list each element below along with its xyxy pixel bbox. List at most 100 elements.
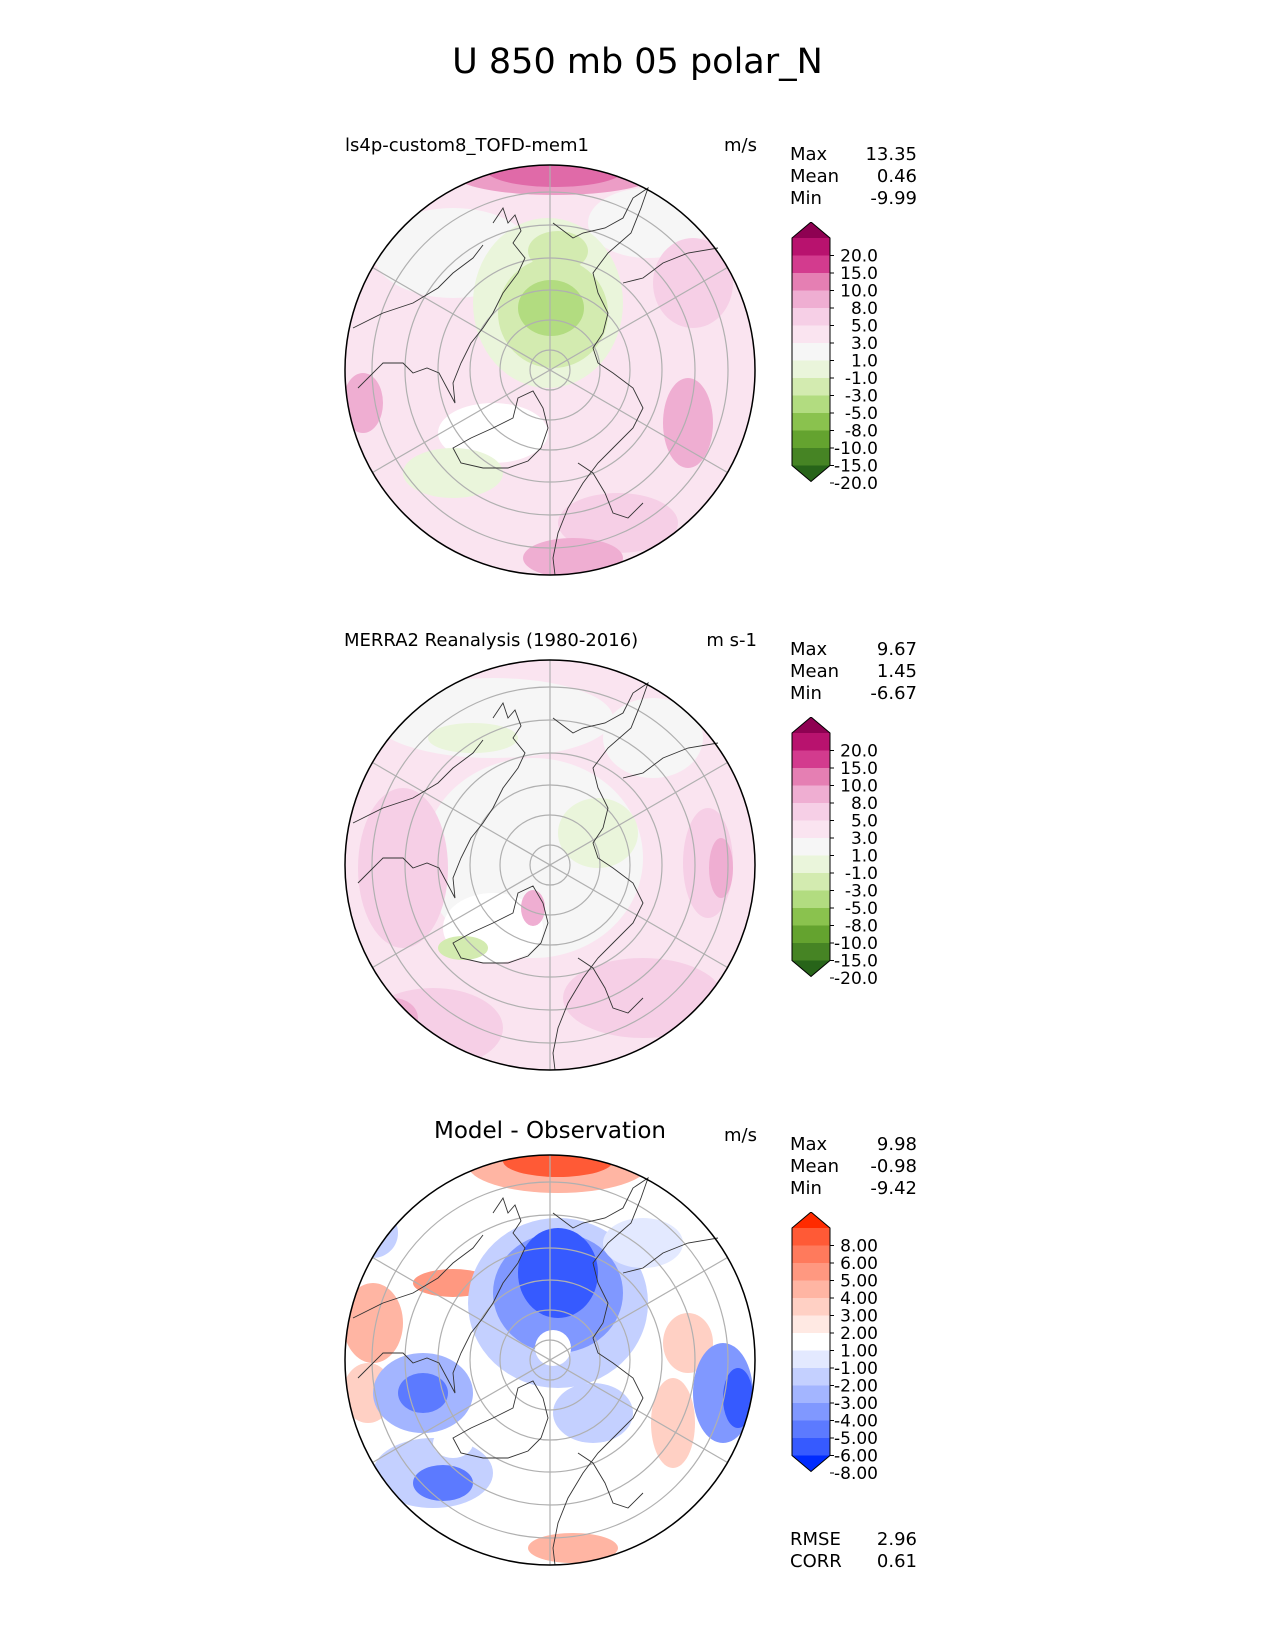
colorbar-segment: [792, 1263, 830, 1281]
colorbar-tick-label: 10.0: [840, 282, 878, 302]
colorbar-tick-label: -8.0: [845, 422, 878, 442]
colorbar-segment: [792, 1333, 830, 1351]
colorbar-tick-label: 3.00: [840, 1307, 878, 1327]
map-boundary: [344, 1154, 756, 1566]
colorbar-tick-label: 1.00: [840, 1342, 878, 1362]
colorbar-segment: [792, 273, 830, 291]
colorbar-extend-bottom: [792, 960, 830, 977]
colorbar-segment: [792, 1350, 830, 1369]
colorbar-extend-top: [792, 717, 830, 733]
panel-2-colorbar: 20.015.010.08.05.03.01.0-1.0-3.0-5.0-8.0…: [791, 717, 878, 989]
map-boundary: [344, 659, 756, 1071]
colorbar-tick-label: 15.0: [840, 759, 878, 779]
colorbar-segment: [792, 943, 830, 961]
colorbar-segment: [792, 733, 830, 751]
colorbar-extend-top: [792, 222, 830, 238]
metric-rmse: RMSE 2.96: [790, 1529, 917, 1550]
metric-corr: CORR 0.61: [790, 1551, 917, 1572]
colorbar-tick-label: 20.0: [840, 742, 878, 762]
colorbar-segment: [792, 820, 830, 839]
colorbar-tick-label: -8.00: [834, 1464, 878, 1484]
colorbar-tick-label: -3.0: [845, 387, 878, 407]
colorbar-tick-label: 3.0: [851, 829, 878, 849]
figure-title: U 850 mb 05 polar_N: [452, 42, 823, 82]
coastlines: [352, 186, 719, 576]
colorbar-tick-label: -10.0: [834, 934, 878, 954]
colorbar-tick-label: 8.00: [840, 1237, 878, 1257]
colorbar-segment: [792, 413, 830, 431]
colorbar-segment: [792, 1228, 830, 1246]
panel-2-title: MERRA2 Reanalysis (1980-2016): [344, 630, 639, 651]
coastlines: [352, 1176, 719, 1566]
colorbar-tick-label: 8.0: [851, 794, 878, 814]
stat-mean: Mean 1.45: [790, 661, 917, 682]
colorbar-tick-label: -15.0: [834, 457, 878, 477]
colorbar-segment: [792, 430, 830, 449]
colorbar-segment: [792, 838, 830, 856]
stat-mean: Mean 0.46: [790, 166, 917, 187]
colorbar-segment: [792, 1245, 830, 1264]
stat-max: Max 9.67: [790, 639, 917, 660]
colorbar-segment: [792, 360, 830, 379]
graticule: [371, 1155, 729, 1565]
colorbar-segment: [792, 378, 830, 396]
stat-min: Min -9.42: [790, 1178, 917, 1199]
panel-3-stats: Max 9.98 Mean -0.98 Min -9.42: [790, 1134, 917, 1200]
colorbar-tick-label: 2.00: [840, 1324, 878, 1344]
panel-3-title: Model - Observation: [433, 1118, 667, 1144]
colorbar-segment: [792, 803, 830, 821]
panel-1-stats: Max 13.35 Mean 0.46 Min -9.99: [790, 144, 917, 210]
panel-3-metrics: RMSE 2.96 CORR 0.61: [790, 1529, 917, 1573]
colorbar-segment: [792, 1438, 830, 1456]
colorbar-tick-label: -15.0: [834, 952, 878, 972]
colorbar-tick-label: -20.0: [834, 969, 878, 989]
colorbar-segment: [792, 1368, 830, 1386]
stat-mean: Mean -0.98: [790, 1156, 917, 1177]
colorbar-tick-label: 5.0: [851, 812, 878, 832]
panel-1-title: ls4p-custom8_TOFD-mem1: [345, 135, 589, 156]
panel-3-colorbar: 8.006.005.004.003.002.001.00-1.00-2.00-3…: [791, 1212, 878, 1484]
colorbar-segment: [792, 308, 830, 326]
colorbar-tick-label: -20.0: [834, 474, 878, 494]
colorbar-segment: [792, 448, 830, 466]
colorbar-tick-label: -4.00: [834, 1412, 878, 1432]
stat-max: Max 9.98: [790, 1134, 917, 1155]
panel-2-polar-map: [344, 659, 756, 1071]
colorbar-tick-label: -5.0: [845, 404, 878, 424]
graticule: [371, 165, 729, 575]
colorbar-tick-label: 1.0: [851, 847, 878, 867]
panel-3-units: m/s: [724, 1125, 757, 1146]
colorbar-segment: [792, 238, 830, 256]
colorbar-extend-top: [792, 1212, 830, 1228]
colorbar-segment: [792, 1385, 830, 1404]
stat-max: Max 13.35: [790, 144, 917, 165]
colorbar-tick-label: -6.00: [834, 1447, 878, 1467]
stat-min: Min -6.67: [790, 683, 917, 704]
colorbar-tick-label: 3.0: [851, 334, 878, 354]
colorbar-segment: [792, 395, 830, 414]
map-boundary: [344, 164, 756, 576]
colorbar-segment: [792, 855, 830, 874]
colorbar-segment: [792, 1420, 830, 1439]
colorbar-tick-label: -1.0: [845, 864, 878, 884]
colorbar-tick-label: -5.0: [845, 899, 878, 919]
colorbar-segment: [792, 1280, 830, 1299]
colorbar-tick-label: -5.00: [834, 1429, 878, 1449]
colorbar-tick-label: 5.00: [840, 1272, 878, 1292]
colorbar-tick-label: 15.0: [840, 264, 878, 284]
colorbar-tick-label: -3.00: [834, 1394, 878, 1414]
colorbar-segment: [792, 785, 830, 804]
colorbar-segment: [792, 925, 830, 944]
panel-2-stats: Max 9.67 Mean 1.45 Min -6.67: [790, 639, 917, 705]
panel-2-units: m s-1: [706, 630, 757, 651]
colorbar-segment: [792, 343, 830, 361]
colorbar-tick-label: -3.0: [845, 882, 878, 902]
colorbar-tick-label: 20.0: [840, 247, 878, 267]
colorbar-tick-label: 6.00: [840, 1254, 878, 1274]
colorbar-segment: [792, 750, 830, 769]
colorbar-segment: [792, 325, 830, 344]
colorbar-extend-bottom: [792, 1455, 830, 1472]
colorbar-tick-label: 5.0: [851, 317, 878, 337]
colorbar-segment: [792, 890, 830, 909]
panel-3-polar-map: [344, 1154, 756, 1566]
